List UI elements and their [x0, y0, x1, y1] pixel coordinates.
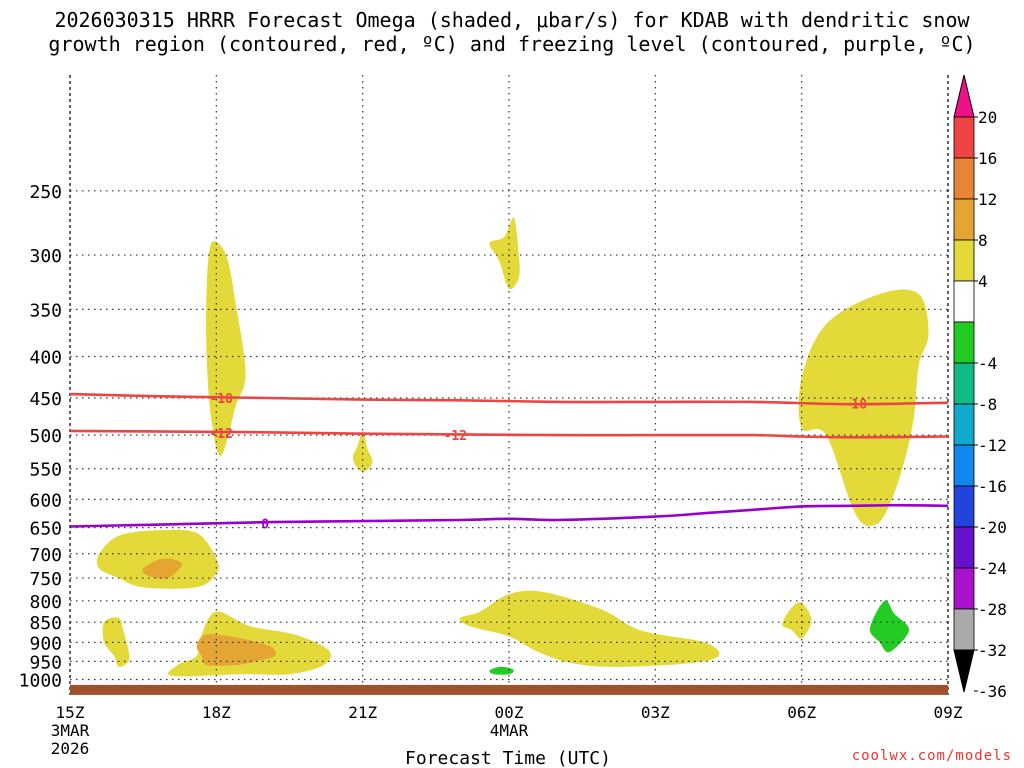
y-tick-label-650: 650 — [29, 519, 62, 540]
colorbar-bin-16-to-20 — [953, 116, 975, 159]
omega-region-10 — [782, 602, 812, 639]
omega-shading-layer — [96, 217, 929, 677]
omega-region-12 — [489, 666, 514, 675]
colorbar-label--20: -20 — [978, 518, 1007, 537]
y-tick-label-950: 950 — [29, 652, 62, 673]
y-tick-label-900: 900 — [29, 633, 62, 654]
omega-region-5 — [142, 558, 183, 579]
omega-region-4 — [96, 529, 219, 589]
colorbar-bin-4-to-8 — [953, 239, 975, 282]
y-tick-label-800: 800 — [29, 592, 62, 613]
colorbar-bin--20-to--16 — [953, 444, 975, 487]
freezing-level-contour-line — [69, 503, 949, 528]
dgz-contour-1-label-1: -12 — [444, 429, 467, 444]
colorbar-label--36: -36 — [978, 682, 1007, 701]
omega-region-9 — [459, 590, 720, 667]
dgz-contour-0-line — [69, 392, 949, 406]
colorbar-bin--24-to--20 — [953, 485, 975, 528]
x-tick-sublabel-3MAR: 3MAR — [51, 721, 90, 740]
ground-surface-bar — [70, 684, 948, 695]
omega-region-6 — [102, 617, 130, 668]
x-tick-label-03Z: 03Z — [641, 703, 670, 722]
colorbar-bin--36-to--32 — [953, 608, 975, 651]
y-tick-label-500: 500 — [29, 426, 62, 447]
colorbar-label--16: -16 — [978, 477, 1007, 496]
colorbar-label-12: 12 — [978, 190, 997, 209]
colorbar-label-16: 16 — [978, 149, 997, 168]
colorbar-label-20: 20 — [978, 108, 997, 127]
y-tick-label-400: 400 — [29, 347, 62, 368]
colorbar-bin--16-to--12 — [953, 403, 975, 446]
freezing-level-contour-label-0: 0 — [261, 517, 269, 532]
axes-layer: 2503003504004505005506006507007508008509… — [19, 182, 963, 758]
y-tick-label-700: 700 — [29, 545, 62, 566]
colorbar-label--8: -8 — [978, 395, 997, 414]
colorbar-bin--4-to-4 — [953, 280, 975, 323]
y-tick-label-1000: 1000 — [19, 670, 62, 691]
colorbar-bottom-arrow — [953, 649, 975, 693]
x-tick-sublabel-4MAR: 4MAR — [490, 721, 529, 740]
colorbar-label--28: -28 — [978, 600, 1007, 619]
x-tick-sublabel-2026: 2026 — [51, 739, 90, 758]
omega-region-1 — [489, 217, 520, 290]
omega-region-0 — [206, 241, 246, 456]
dgz-contour-1-line — [69, 429, 949, 439]
y-tick-label-350: 350 — [29, 300, 62, 321]
y-tick-label-850: 850 — [29, 613, 62, 634]
y-tick-label-750: 750 — [29, 569, 62, 590]
colorbar-bin-8-to-12 — [953, 198, 975, 241]
source-credit: coolwx.com/models — [851, 748, 1012, 764]
colorbar-label--12: -12 — [978, 436, 1007, 455]
omega-colorbar: 20 16 12 8 4 -4 -8 -12 -16 -20 -24 -28 -32 -36 — [953, 74, 1007, 701]
omega-region-11 — [869, 600, 910, 653]
dgz-contour-0-label-0: -18 — [209, 392, 233, 407]
omega-region-3 — [798, 289, 929, 526]
colorbar-bin-12-to-16 — [953, 157, 975, 200]
colorbar-bin--28-to--24 — [953, 526, 975, 569]
grid-layer — [69, 75, 949, 695]
colorbar-label-8: 8 — [978, 231, 988, 250]
y-tick-label-550: 550 — [29, 460, 62, 481]
dgz-contour-0-label-1: -18 — [844, 397, 868, 412]
colorbar-label--32: -32 — [978, 641, 1007, 660]
omega-region-2 — [352, 431, 373, 472]
x-tick-label-00Z: 00Z — [495, 703, 524, 722]
x-tick-label-06Z: 06Z — [787, 703, 816, 722]
y-tick-label-450: 450 — [29, 389, 62, 410]
y-tick-label-600: 600 — [29, 490, 62, 511]
colorbar-top-arrow — [953, 74, 975, 118]
colorbar-label--4: -4 — [978, 354, 997, 373]
x-tick-label-15Z: 15Z — [56, 703, 85, 722]
y-tick-label-250: 250 — [29, 182, 62, 203]
chart-title: 2026030315 HRRR Forecast Omega (shaded, … — [48, 8, 976, 56]
dgz-contour-1-label-0: -12 — [209, 427, 232, 442]
colorbar-label-4: 4 — [978, 272, 988, 291]
x-tick-label-21Z: 21Z — [348, 703, 377, 722]
y-tick-label-300: 300 — [29, 246, 62, 267]
contour-layer: -18 -18 -12 -12 0 — [69, 392, 949, 532]
x-axis-label: Forecast Time (UTC) — [405, 748, 611, 768]
colorbar-bin--32-to--28 — [953, 567, 975, 610]
colorbar-bin--8-to--4 — [953, 321, 975, 364]
x-tick-label-09Z: 09Z — [934, 703, 963, 722]
x-tick-label-18Z: 18Z — [202, 703, 231, 722]
colorbar-label--24: -24 — [978, 559, 1007, 578]
colorbar-bin--12-to--8 — [953, 362, 975, 405]
